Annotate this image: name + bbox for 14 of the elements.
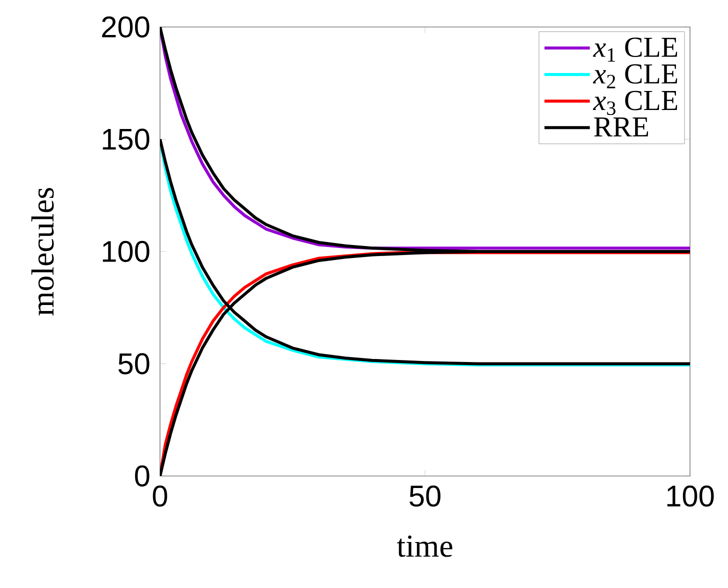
legend-label: RRE — [594, 117, 648, 136]
y-tick-label: 150 — [102, 128, 150, 150]
y-axis-title: molecules — [31, 188, 54, 316]
legend-label: x$_{1}$ CLE — [592, 38, 678, 62]
x-tick-label: 50 — [410, 486, 440, 507]
legend-label: x$_{3}$ CLE — [592, 90, 678, 116]
y-tick-label: 200 — [102, 16, 150, 38]
x-tick-label: 0 — [152, 486, 168, 507]
x-axis-title: time — [396, 536, 452, 557]
x-tick-label: 100 — [667, 486, 714, 507]
y-tick-label: 50 — [118, 353, 150, 374]
y-tick-label: 0 — [135, 465, 150, 487]
y-tick-label: 100 — [102, 240, 150, 262]
legend-label: x$_{2}$ CLE — [592, 64, 678, 88]
